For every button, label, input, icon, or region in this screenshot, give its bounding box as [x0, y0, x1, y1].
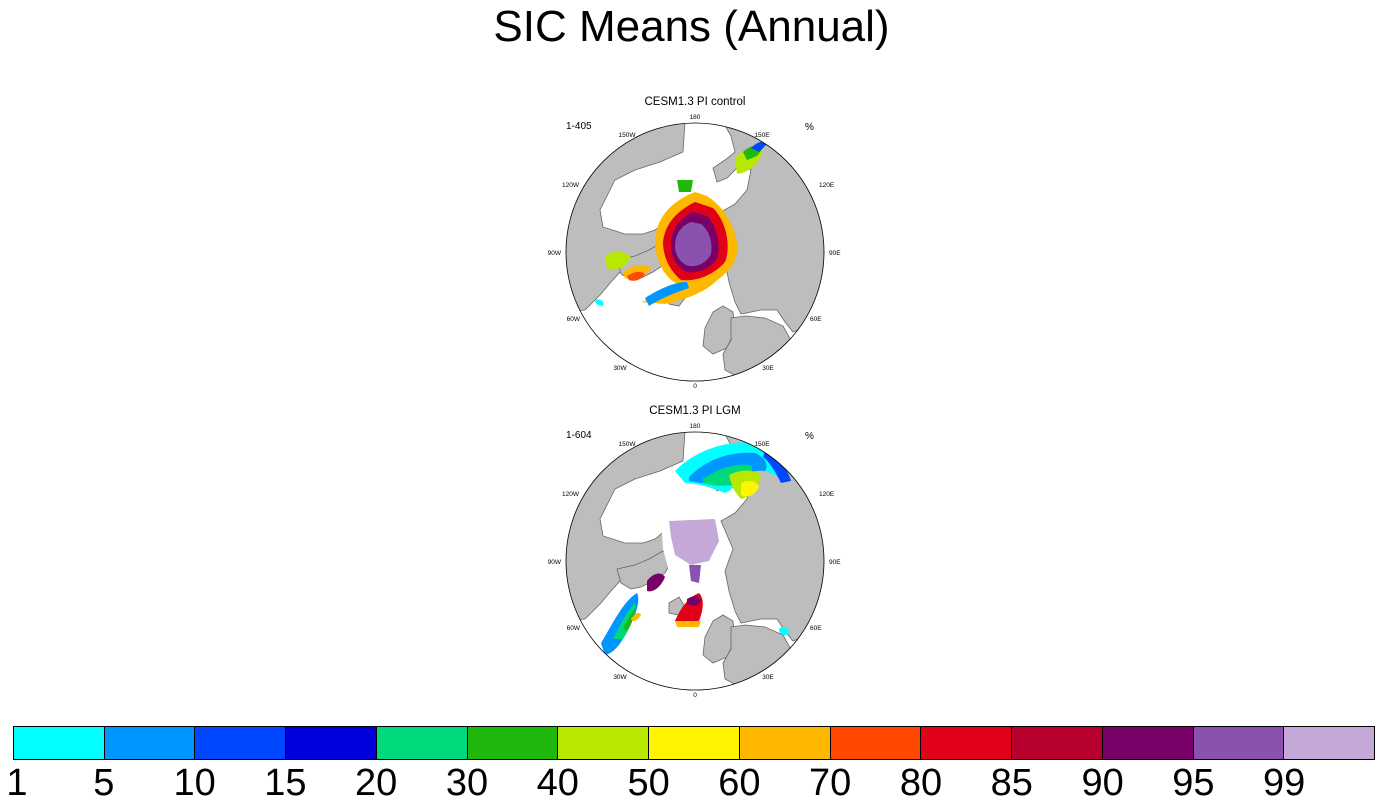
colorbar-box [195, 727, 287, 759]
panel-1-range: 1-405 [566, 121, 592, 132]
colorbar-box [830, 727, 922, 759]
colorbar-box [739, 727, 831, 759]
lon-label: 90W [548, 559, 562, 566]
lon-label: 180 [690, 423, 701, 430]
lon-label: 120W [562, 491, 580, 498]
colorbar-label: 70 [809, 762, 852, 804]
lon-label: 90E [829, 250, 841, 257]
colorbar-box [467, 727, 559, 759]
figure-title: SIC Means (Annual) [493, 2, 890, 51]
colorbar-label: 30 [445, 762, 489, 804]
colorbar-label: 20 [355, 762, 398, 804]
colorbar [13, 726, 1375, 760]
lon-label: 60W [567, 316, 581, 323]
lon-label: 90W [548, 250, 562, 257]
lon-label: 120W [562, 182, 580, 189]
lon-label: 150E [754, 132, 770, 139]
colorbar-box [286, 727, 377, 759]
lon-label: 120E [819, 491, 835, 498]
colorbar-label: 90 [1081, 762, 1124, 804]
colorbar-label: 10 [173, 762, 216, 804]
colorbar-label: 99 [1263, 762, 1306, 804]
colorbar-label: 95 [1172, 762, 1215, 804]
panel-1-lon-labels: 180 150E 120E 90E 60E 30E 0 30W 60W 90W … [548, 114, 842, 390]
colorbar-label: 5 [93, 762, 115, 804]
lon-label: 60E [810, 316, 822, 323]
lon-label: 0 [693, 383, 697, 390]
panel-1-polar-map: 180 150E 120E 90E 60E 30E 0 30W 60W 90W … [548, 114, 842, 390]
colorbar-box [1102, 727, 1194, 759]
lon-label: 60E [810, 625, 822, 632]
lon-label: 30E [762, 365, 774, 372]
colorbar-label: 85 [990, 762, 1033, 804]
lon-label: 30W [613, 365, 627, 372]
lon-label: 90E [829, 559, 841, 566]
panel-2-title: CESM1.3 PI LGM [649, 405, 741, 417]
panel-1-title: CESM1.3 PI control [644, 96, 746, 108]
lon-label: 30W [613, 674, 627, 681]
colorbar-box [376, 727, 468, 759]
colorbar-label: 1 [6, 762, 28, 804]
colorbar-box [558, 727, 650, 759]
lon-label: 30E [762, 674, 774, 681]
colorbar-label: 50 [627, 762, 670, 804]
panel-2-sea-ice [601, 442, 791, 655]
lon-label: 150W [619, 132, 637, 139]
panel-1-sea-ice [595, 141, 767, 306]
colorbar-box [921, 727, 1013, 759]
panel-2-lon-labels: 180 150E 120E 90E 60E 30E 0 30W 60W 90W … [548, 423, 842, 699]
lon-label: 150E [754, 441, 770, 448]
colorbar-label: 15 [264, 762, 307, 804]
lon-label: 0 [693, 692, 697, 699]
colorbar-box [1012, 727, 1103, 759]
colorbar-box [104, 727, 196, 759]
lon-label: 120E [819, 182, 835, 189]
lon-label: 60W [567, 625, 581, 632]
panel-1-unit: % [805, 122, 814, 133]
panel-2-polar-map: 180 150E 120E 90E 60E 30E 0 30W 60W 90W … [548, 423, 842, 699]
colorbar-label: 80 [899, 762, 943, 804]
panel-2-unit: % [805, 431, 814, 442]
colorbar-label: 40 [536, 762, 579, 804]
colorbar-box [1193, 727, 1285, 759]
panel-2-range: 1-604 [566, 430, 592, 441]
colorbar-box [14, 727, 105, 759]
lon-label: 150W [619, 441, 637, 448]
colorbar-box [649, 727, 740, 759]
lon-label: 180 [690, 114, 701, 121]
colorbar-box [1284, 727, 1375, 759]
colorbar-label: 60 [718, 762, 761, 804]
